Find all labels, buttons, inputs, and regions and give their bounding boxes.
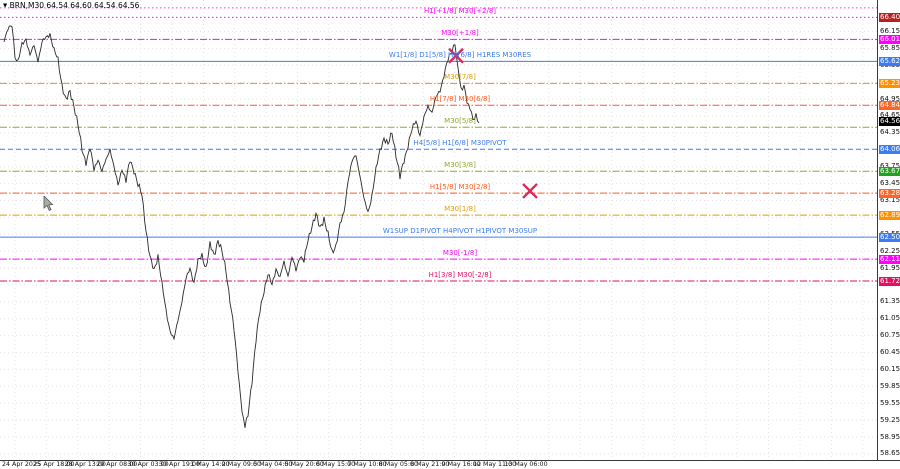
price-axis-label: 58.95 (880, 432, 900, 441)
time-axis-label: 30 Apr 19:00 (159, 461, 201, 468)
time-axis-label: 9 May 16:00 (441, 461, 481, 468)
time-axis-label: 13 May 06:00 (504, 461, 548, 468)
level-label: W1[1/8] D1[5/8] H4[6/8] H1RES M30RES (388, 51, 532, 60)
price-axis-label: 64.95 (880, 94, 900, 103)
price-axis-level-tag: 62.50 (879, 232, 900, 242)
level-label: W1SUP D1PIVOT H4PIVOT H1PIVOT M30SUP (382, 227, 538, 236)
time-axis-label: 25 Apr 18:00 (33, 461, 75, 468)
level-label: H1[3/8] M30[-2/8] (428, 271, 492, 280)
price-axis-level-tag: 64.06 (879, 144, 900, 154)
price-axis-label: 61.05 (880, 314, 900, 323)
price-axis-level-tag: 63.67 (879, 166, 900, 176)
collapse-triangle-icon[interactable]: ▼ (3, 3, 8, 9)
price-axis-label: 59.85 (880, 381, 900, 390)
mouse-cursor-icon (43, 196, 54, 212)
price-axis-level-tag: 62.89 (879, 210, 900, 220)
current-price-tag: 64.56 (879, 116, 900, 126)
time-axis-label: 5 May 04:00 (253, 461, 293, 468)
time-axis-label: 29 Apr 08:00 (96, 461, 138, 468)
level-label: M30[7/8] (444, 73, 476, 82)
level-label: H4[5/8] H1[6/8] M30PIVOT (413, 139, 507, 148)
price-path (3, 25, 480, 428)
time-axis-label: 2 May 09:00 (221, 461, 261, 468)
time-axis-label: 12 May 11:00 (473, 461, 517, 468)
price-axis-label: 61.35 (880, 297, 900, 306)
price-axis-label: 65.85 (880, 43, 900, 52)
time-axis-label: 8 May 21:00 (410, 461, 450, 468)
ohlc-values: 64.54 64.60 64.54 64.56 (46, 1, 140, 10)
price-axis-label: 58.65 (880, 449, 900, 458)
price-axis-label: 59.55 (880, 398, 900, 407)
price-axis-level-tag: 64.84 (879, 100, 900, 110)
level-label: M30[1/8] (444, 205, 476, 214)
level-label: H1[+1/8] M30[+2/8] (423, 7, 497, 16)
price-axis-label: 64.35 (880, 128, 900, 137)
price-axis-label: 63.45 (880, 179, 900, 188)
price-axis-level-tag: 61.72 (879, 276, 900, 286)
level-label: H1[7/8] M30[6/8] (429, 95, 491, 104)
price-axis-level-tag: 63.28 (879, 188, 900, 198)
price-axis-label: 60.15 (880, 364, 900, 373)
time-axis-label: 1 May 14:00 (190, 461, 230, 468)
price-axis-level-tag: 65.62 (879, 56, 900, 66)
price-axis-label: 63.75 (880, 162, 900, 171)
price-chart-canvas[interactable] (0, 0, 877, 460)
time-axis-label: 24 Apr 2025 (2, 461, 41, 468)
time-axis-label: 28 Apr 13:00 (64, 461, 106, 468)
x-marker-icon (522, 183, 538, 199)
price-axis-label: 66.15 (880, 27, 900, 35)
time-axis[interactable]: 24 Apr 2025 25 Apr 18:00 28 Apr 13:00 29 Ap… (0, 460, 900, 469)
x-marker-icon (448, 47, 464, 64)
price-axis-label: 64.65 (880, 111, 900, 120)
level-label: M30[3/8] (444, 161, 476, 170)
time-axis-label: 8 May 05:00 (378, 461, 418, 468)
symbol-label: BRN,M30 (9, 1, 44, 10)
price-axis[interactable]: 66.1565.8565.5564.9564.6564.3563.7563.45… (877, 0, 900, 460)
time-axis-label: 5 May 20:00 (284, 461, 324, 468)
price-axis-level-tag: 65.23 (879, 78, 900, 88)
price-axis-label: 60.75 (880, 331, 900, 340)
price-axis-level-tag: 62.11 (879, 254, 900, 264)
price-axis-level-tag: 66.01 (879, 34, 900, 44)
level-label: H1[5/8] M30[2/8] (429, 183, 491, 192)
level-label: M30[5/8] (444, 117, 476, 126)
time-axis-label: 30 Apr 03:00 (127, 461, 169, 468)
price-axis-label: 62.25 (880, 246, 900, 255)
price-axis-label: 61.95 (880, 263, 900, 272)
price-axis-level-tag: 66.40 (879, 12, 900, 22)
price-axis-label: 59.25 (880, 415, 900, 424)
level-label: M30[-1/8] (442, 249, 478, 258)
price-axis-label: 60.45 (880, 348, 900, 357)
chart-title: ▼ BRN,M30 64.54 64.60 64.54 64.56 (3, 1, 139, 10)
time-axis-label: 7 May 10:00 (347, 461, 387, 468)
price-axis-label: 63.15 (880, 195, 900, 204)
level-label: M30[+1/8] (441, 29, 479, 38)
time-axis-label: 6 May 15:00 (316, 461, 356, 468)
